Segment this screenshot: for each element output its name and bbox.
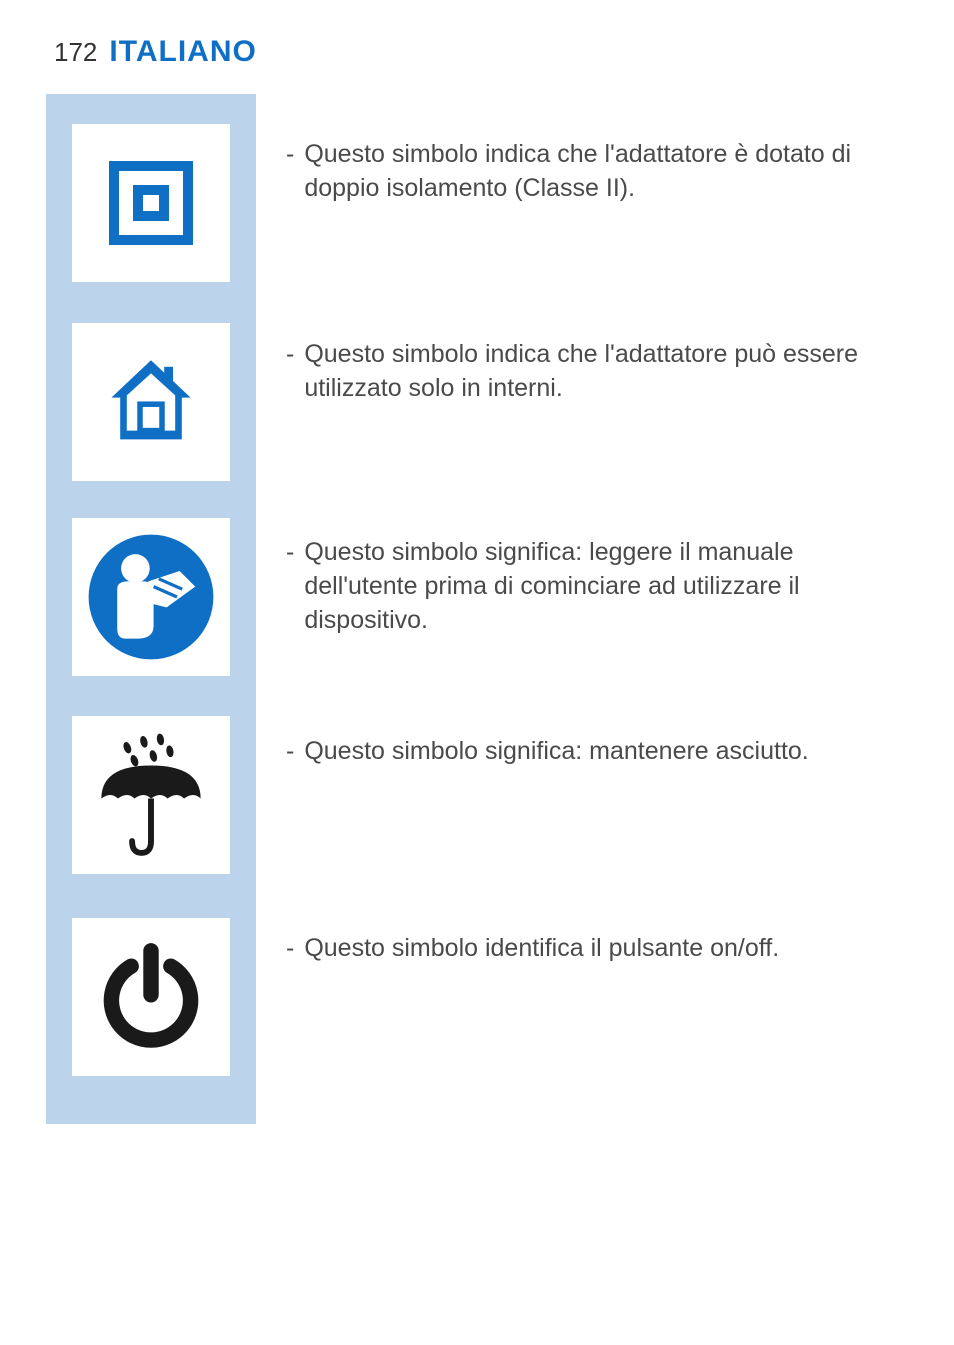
dash: - <box>286 932 294 966</box>
power-icon <box>96 942 206 1052</box>
read-manual-icon <box>86 532 216 662</box>
umbrella-icon <box>91 730 211 860</box>
house-icon <box>96 347 206 457</box>
double-insulation-icon <box>109 161 193 245</box>
double-insulation-icon-inner <box>133 185 169 221</box>
description-text: Questo simbolo indica che l'adattatore è… <box>304 138 896 206</box>
dash: - <box>286 536 294 637</box>
description-row: - Questo simbolo indica che l'adattatore… <box>286 138 896 206</box>
callout-notch <box>230 148 244 176</box>
description-row: - Questo simbolo indica che l'adattatore… <box>286 338 896 406</box>
callout-notch <box>230 740 244 768</box>
description-row: - Questo simbolo significa: mantenere as… <box>286 735 896 769</box>
description-text: Questo simbolo indica che l'adattatore p… <box>304 338 896 406</box>
icon-box-indoor <box>72 323 230 481</box>
description-row: - Questo simbolo identifica il pulsante … <box>286 932 896 966</box>
icon-box-read-manual <box>72 518 230 676</box>
dash: - <box>286 138 294 206</box>
icon-box-keep-dry <box>72 716 230 874</box>
dash: - <box>286 735 294 769</box>
page-number: 172 <box>54 37 97 68</box>
description-text: Questo simbolo identifica il pulsante on… <box>304 932 779 966</box>
dash: - <box>286 338 294 406</box>
callout-notch <box>230 942 244 970</box>
description-text: Questo simbolo significa: leggere il man… <box>304 536 896 637</box>
description-row: - Questo simbolo significa: leggere il m… <box>286 536 896 637</box>
callout-notch <box>230 542 244 570</box>
icon-box-power <box>72 918 230 1076</box>
icon-box-double-insulation <box>72 124 230 282</box>
callout-notch <box>230 347 244 375</box>
description-text: Questo simbolo significa: mantenere asci… <box>304 735 808 769</box>
language-title: ITALIANO <box>109 35 256 69</box>
page-header: 172 ITALIANO <box>0 0 954 69</box>
